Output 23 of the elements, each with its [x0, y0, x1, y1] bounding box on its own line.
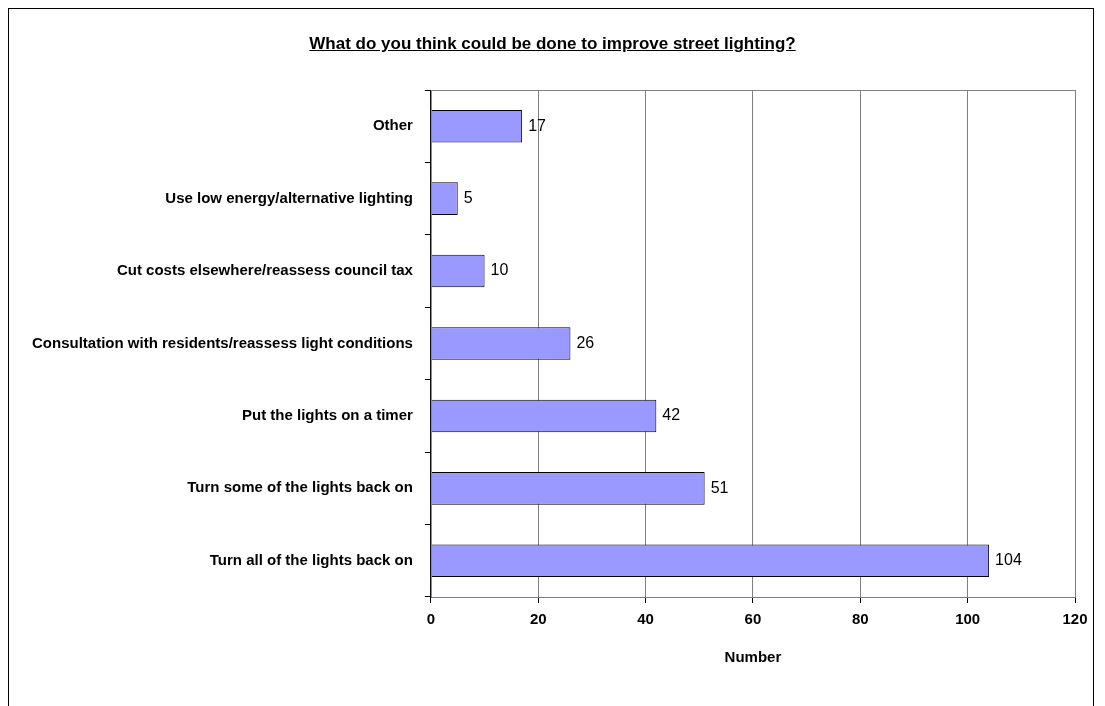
y-tick-label: Use low energy/alternative lighting [165, 188, 413, 206]
y-tick-label: Consultation with residents/reassess light conditions [31, 333, 413, 351]
x-axis-title: Number [724, 648, 782, 666]
x-tick-label: 80 [851, 610, 869, 628]
y-tick-label: Put the lights on a timer [242, 406, 414, 424]
data-label: 51 [710, 478, 729, 496]
y-tick-label: Other [372, 116, 414, 134]
data-label: 10 [490, 261, 509, 279]
y-tick-label: Turn some of the lights back on [187, 478, 413, 496]
chart-title: What do you think could be done to improve street lighting? [308, 34, 797, 54]
data-label: 42 [662, 406, 681, 424]
data-label: 17 [528, 116, 547, 134]
data-label: 5 [463, 189, 473, 207]
x-tick-label: 100 [955, 610, 981, 628]
x-tick-label: 0 [426, 610, 436, 628]
x-tick-label: 60 [744, 610, 762, 628]
data-label: 104 [995, 551, 1022, 569]
x-tick-label: 40 [637, 610, 654, 628]
x-tick-label: 20 [529, 610, 547, 628]
y-tick-label: Turn all of the lights back on [209, 550, 413, 568]
y-tick-label: Cut costs elsewhere/reassess council tax [116, 261, 414, 279]
x-tick-label: 120 [1062, 610, 1088, 628]
data-label: 26 [576, 333, 595, 351]
